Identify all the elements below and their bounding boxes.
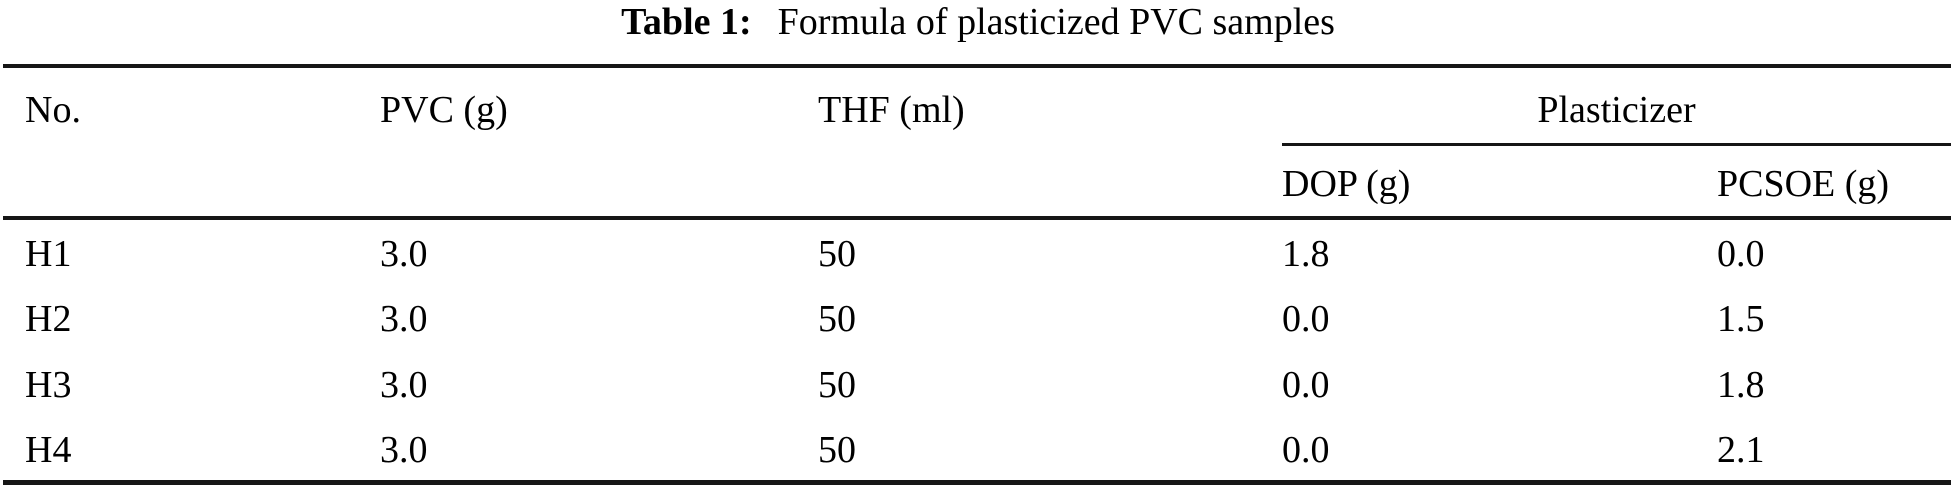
cell-pcsoe-g: 1.5 [1717, 298, 1765, 341]
table-caption: Table 1: Formula of plasticized PVC sampl… [0, 1, 1956, 45]
column-header-pvc: PVC (g) [380, 66, 818, 220]
cell-dop-g: 0.0 [1282, 364, 1330, 407]
cell-thf-ml: 50 [818, 428, 856, 471]
cell-dop-g: 0.0 [1282, 298, 1330, 341]
cell-pvc-g: 3.0 [380, 364, 428, 407]
cell-dop-g: 0.0 [1282, 428, 1330, 471]
column-header-thf: THF (ml) [818, 66, 1282, 220]
table-body: H1 3.0 50 1.8 0.0 H2 3.0 50 0.0 1.5 H3 3… [3, 218, 1951, 482]
table-row-h3: H3 3.0 50 0.0 1.8 [3, 350, 1951, 416]
cell-pcsoe-g: 1.8 [1717, 364, 1765, 407]
column-header-no: No. [3, 66, 380, 220]
header-row-top: No. PVC (g) THF (ml) Plasticizer [3, 66, 1951, 220]
column-header-pcsoe: PCSOE (g) [1717, 144, 1951, 220]
group-header-plasticizer: Plasticizer [1282, 66, 1951, 146]
cell-no: H4 [25, 428, 72, 471]
cell-dop-g: 1.8 [1282, 233, 1330, 276]
column-header-dop: DOP (g) [1282, 144, 1717, 220]
cell-pvc-g: 3.0 [380, 298, 428, 341]
cell-thf-ml: 50 [818, 364, 856, 407]
table-row-h1: H1 3.0 50 1.8 0.0 [3, 218, 1951, 284]
table-header: No. PVC (g) THF (ml) Plasticizer DOP (g)… [3, 66, 1951, 220]
table-row-h2: H2 3.0 50 0.0 1.5 [3, 284, 1951, 350]
table-row-h4: H4 3.0 50 0.0 2.1 [3, 416, 1951, 482]
cell-pcsoe-g: 2.1 [1717, 428, 1765, 471]
cell-no: H2 [25, 298, 72, 341]
cell-no: H1 [25, 233, 72, 276]
header-row-sub: DOP (g) PCSOE (g) [3, 144, 1951, 220]
pvc-formula-table: No. PVC (g) THF (ml) Plasticizer DOP (g)… [3, 64, 1951, 485]
table-caption-label: Table 1: [621, 1, 752, 43]
table-caption-text: Formula of plasticized PVC samples [777, 1, 1335, 43]
cell-pvc-g: 3.0 [380, 428, 428, 471]
cell-pcsoe-g: 0.0 [1717, 233, 1765, 276]
cell-pvc-g: 3.0 [380, 233, 428, 276]
cell-thf-ml: 50 [818, 298, 856, 341]
cell-no: H3 [25, 364, 72, 407]
cell-thf-ml: 50 [818, 233, 856, 276]
